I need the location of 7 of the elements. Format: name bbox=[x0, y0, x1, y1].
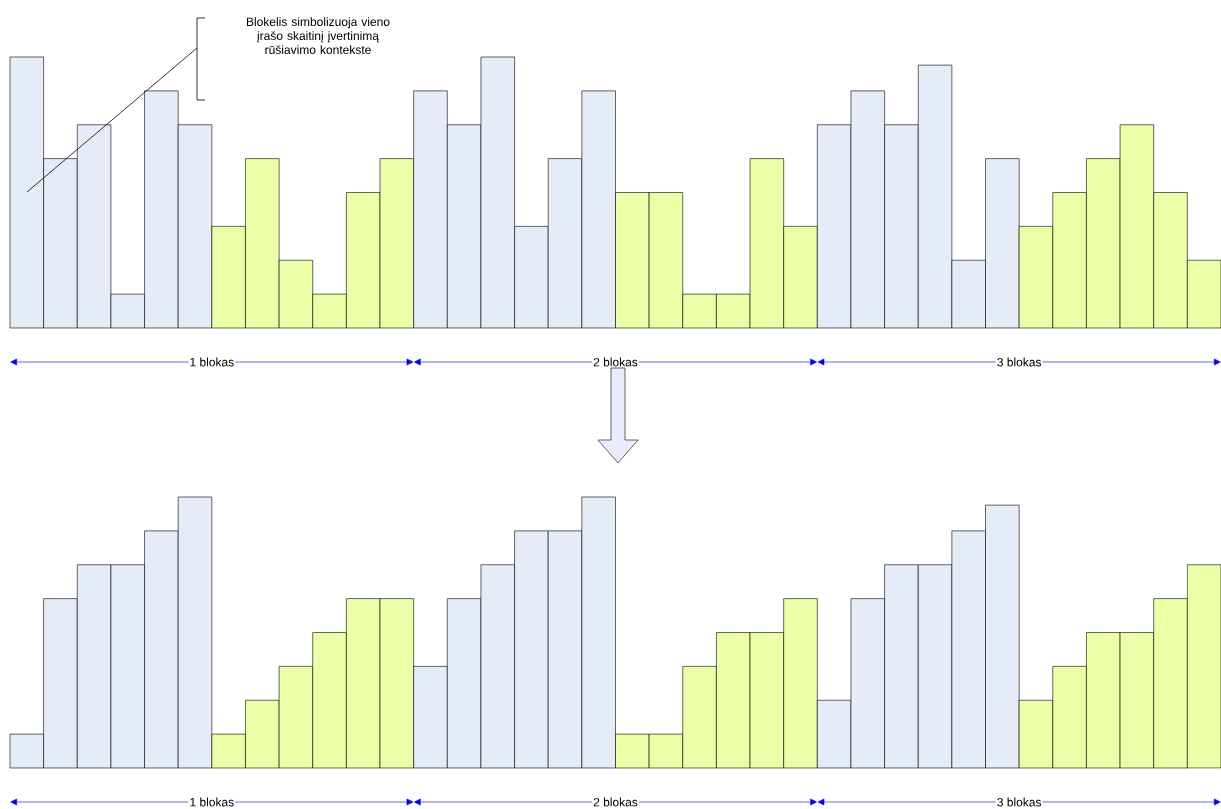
text: 1 blokas bbox=[190, 357, 234, 367]
text: 1 blokas bbox=[190, 797, 234, 807]
text: Blokelis simbolizuoja vieno įrašo skaitinį įvertinimą rūšiavimo kontekste bbox=[246, 17, 390, 54]
text: 2 blokas bbox=[593, 797, 638, 807]
text: 3 blokas bbox=[997, 797, 1042, 807]
text: 2 blokas bbox=[593, 357, 638, 367]
text: 3 blokas bbox=[997, 357, 1042, 367]
